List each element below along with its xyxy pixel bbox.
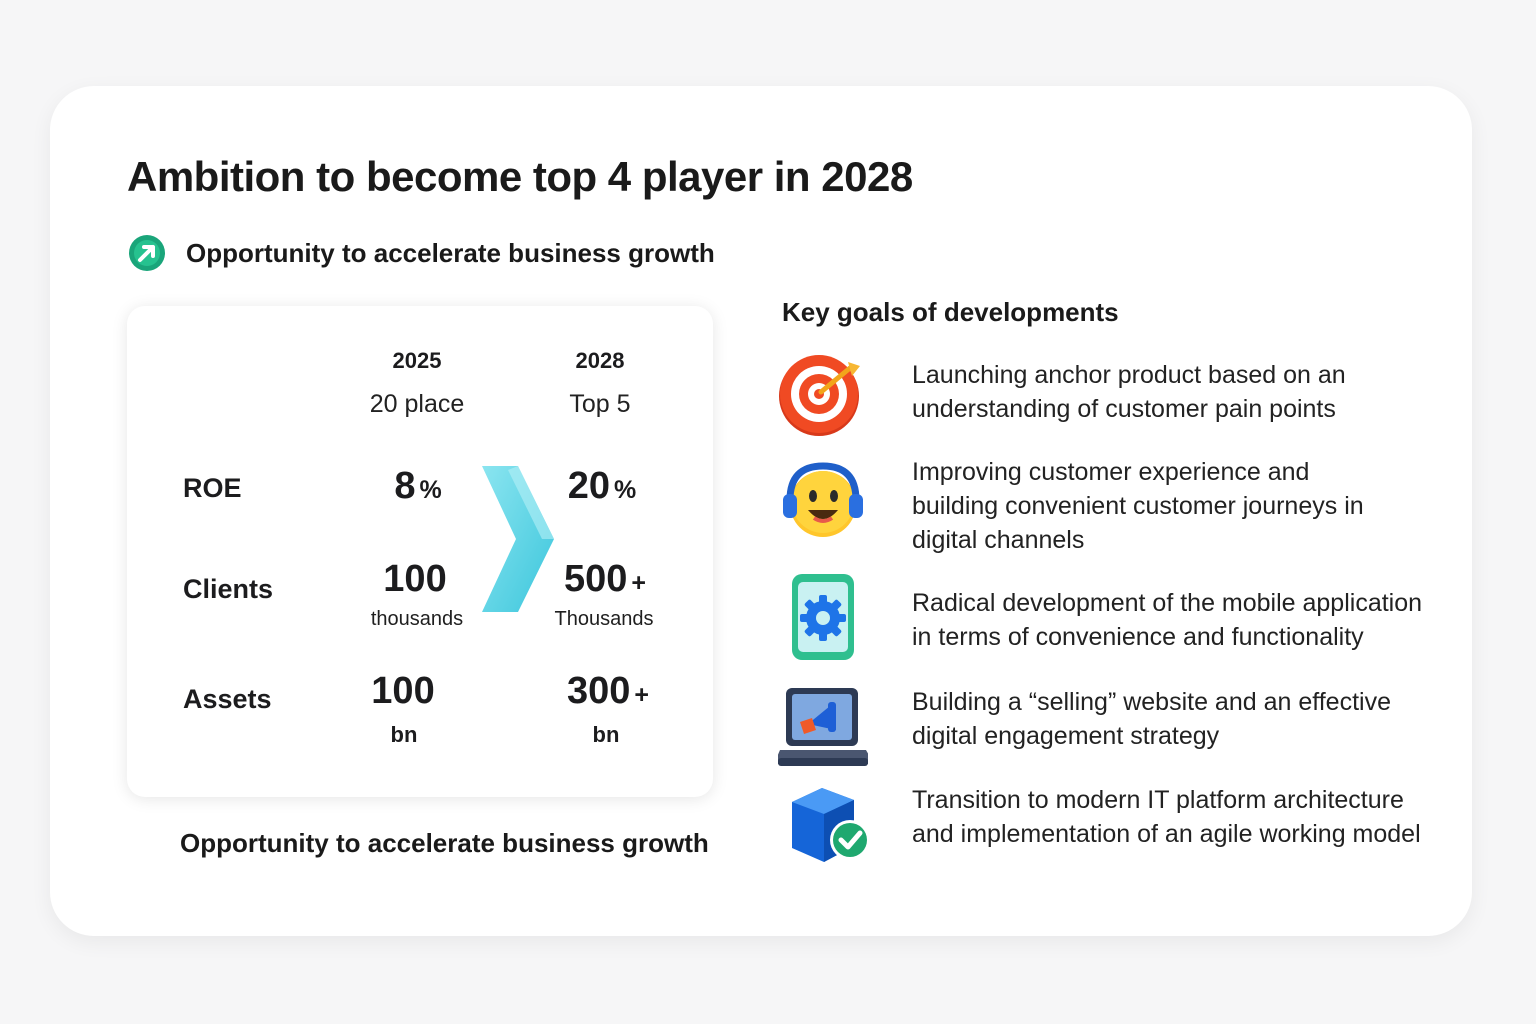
clients-2025-unit: thousands — [370, 608, 464, 630]
growth-arrow-icon — [129, 235, 165, 271]
target-icon — [779, 355, 860, 436]
mobile-gear-icon — [792, 574, 854, 660]
subtitle-row: Opportunity to accelerate business growt… — [128, 234, 715, 272]
roe-2028-value: 20% — [567, 465, 637, 507]
row-label-clients: Clients — [183, 574, 274, 604]
year-2028: 2028 — [575, 348, 625, 373]
goal-text-5: Transition to modern IT platform archite… — [912, 786, 1421, 848]
rank-2028: Top 5 — [569, 390, 631, 418]
headset-smiley-icon — [783, 462, 863, 537]
clients-2028-value: 500 + — [563, 558, 646, 600]
goal-text-4: Building a “selling” website and an effe… — [912, 688, 1391, 750]
year-2025: 2025 — [392, 348, 442, 373]
goals-title: Key goals of developments — [782, 297, 1119, 327]
goal-text-2: Improving customer experience and buildi… — [912, 458, 1364, 554]
clients-2025-value: 100 — [383, 558, 447, 600]
assets-2028-unit: bn — [592, 722, 620, 747]
laptop-megaphone-icon — [778, 688, 868, 766]
row-label-roe: ROE — [183, 473, 242, 503]
cube-check-icon — [792, 788, 870, 862]
assets-2025-value: 100 — [371, 670, 435, 712]
goal-text-3: Radical development of the mobile applic… — [912, 589, 1423, 651]
goal-text-1: Launching anchor product based on an und… — [912, 361, 1346, 423]
roe-2025-value: 8% — [394, 465, 442, 507]
assets-2025-unit: bn — [390, 722, 418, 747]
row-label-assets: Assets — [183, 684, 272, 714]
metrics-panel — [127, 306, 713, 797]
assets-2028-value: 300 + — [566, 670, 649, 712]
page-title: Ambition to become top 4 player in 2028 — [127, 153, 913, 200]
rank-2025: 20 place — [369, 390, 465, 418]
clients-2028-unit: Thousands — [554, 608, 654, 630]
chevron-right-icon — [482, 466, 554, 612]
bottom-caption: Opportunity to accelerate business growt… — [180, 828, 709, 858]
subtitle: Opportunity to accelerate business growt… — [186, 237, 715, 268]
